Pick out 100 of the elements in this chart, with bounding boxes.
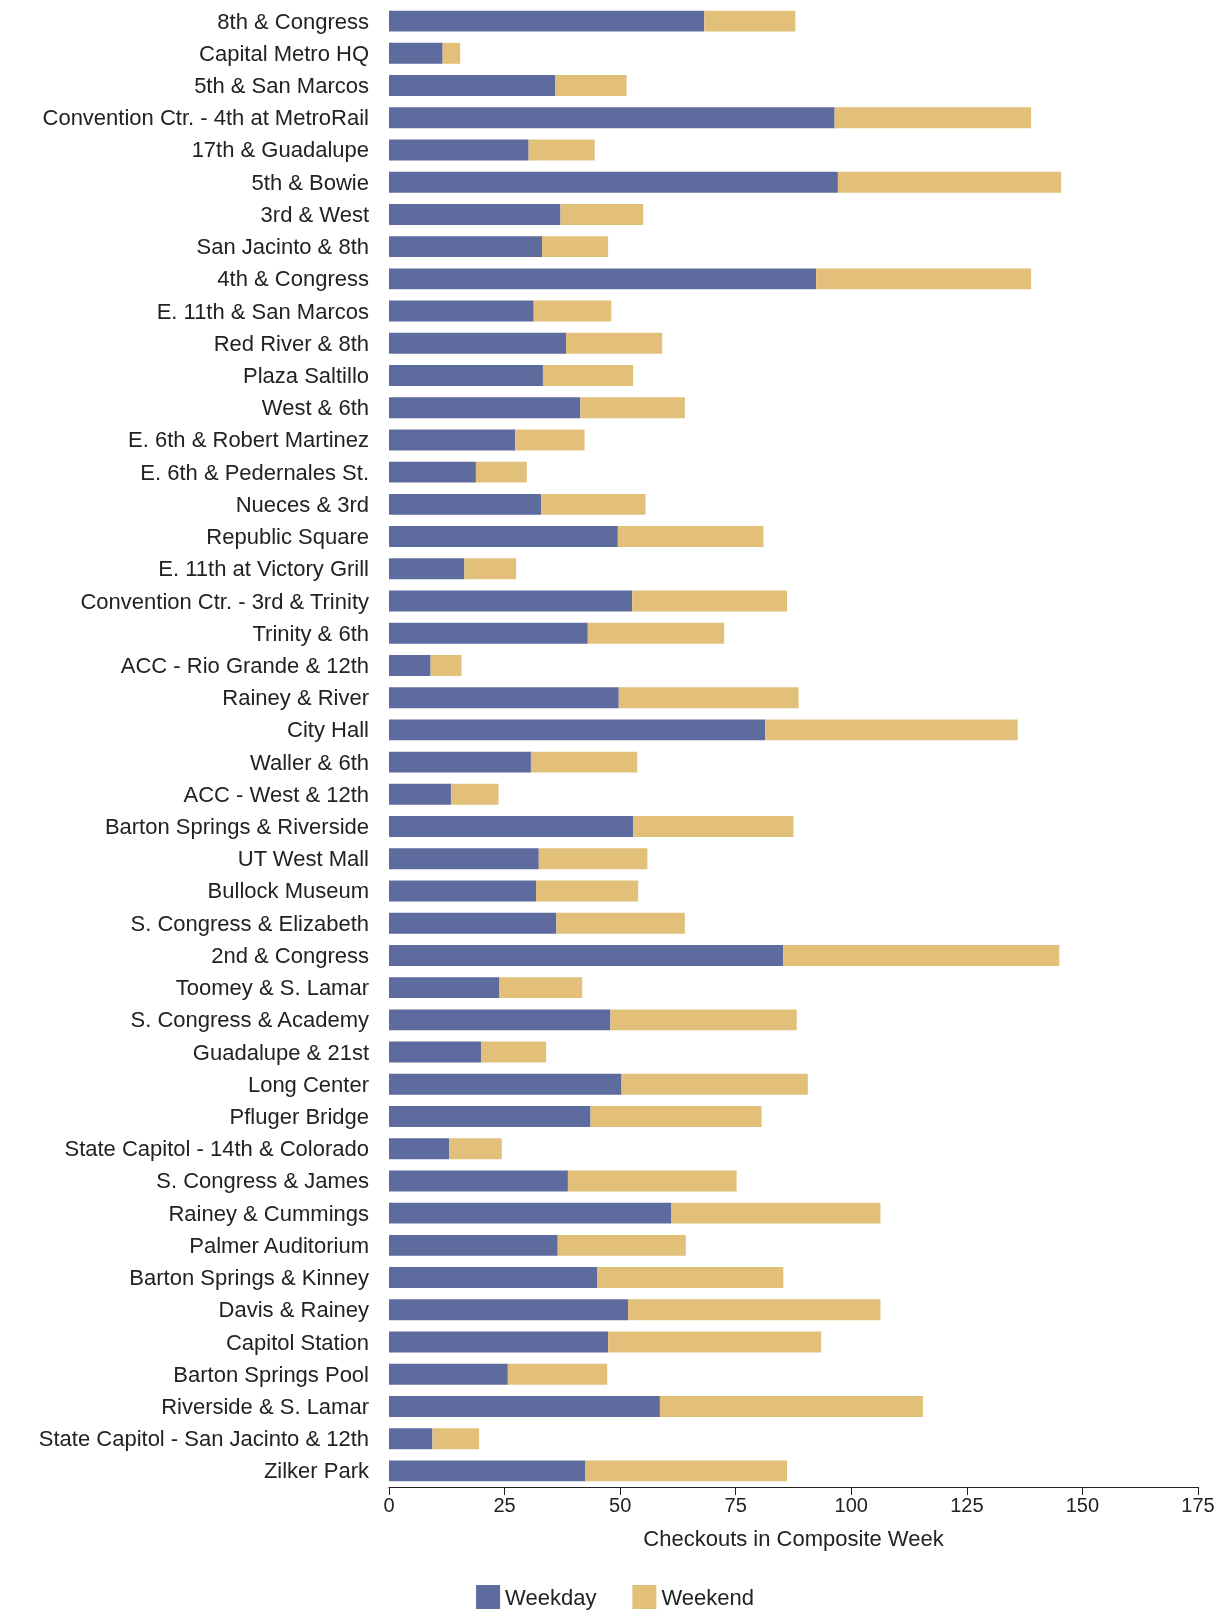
bar <box>618 687 799 709</box>
bar <box>541 493 646 515</box>
y-tick-label: 3rd & West <box>260 201 369 227</box>
bar <box>389 1041 481 1063</box>
bar <box>580 397 685 419</box>
bar <box>590 1106 762 1127</box>
bar <box>597 1267 784 1289</box>
y-tick-label: E. 6th & Robert Martinez <box>128 427 369 453</box>
y-tick-label: E. 11th at Victory Grill <box>158 556 369 582</box>
bar <box>621 1073 808 1095</box>
bar <box>765 719 1018 741</box>
bar <box>587 622 725 644</box>
y-tick-label: Bullock Museum <box>207 878 369 904</box>
bar <box>389 236 543 258</box>
bar <box>389 332 567 354</box>
bar <box>542 236 609 258</box>
bar <box>464 558 517 580</box>
bar <box>389 1170 568 1192</box>
bar <box>442 42 461 64</box>
y-tick-label: Palmer Auditorium <box>189 1232 369 1258</box>
x-tick-label: 125 <box>950 1494 984 1516</box>
bar <box>555 75 627 97</box>
y-tick-label: Davis & Rainey <box>218 1297 369 1323</box>
y-tick-label: 5th & Bowie <box>251 169 369 195</box>
y-tick-label: San Jacinto & 8th <box>196 234 369 260</box>
bar <box>389 1331 609 1353</box>
y-tick-label: Republic Square <box>206 524 369 550</box>
bar <box>536 880 639 902</box>
bar <box>585 1460 788 1482</box>
bar <box>389 42 443 64</box>
bar <box>389 1363 508 1385</box>
bar <box>628 1299 881 1321</box>
y-tick-label: Rainey & Cummings <box>168 1200 369 1226</box>
bar <box>450 783 499 805</box>
bar <box>389 654 431 676</box>
y-tick-label: Trinity & 6th <box>252 620 369 646</box>
y-tick-label: S. Congress & Academy <box>130 1007 369 1033</box>
bar <box>557 1234 686 1256</box>
y-tick-label: ACC - West & 12th <box>183 781 369 807</box>
y-tick-label: S. Congress & Elizabeth <box>130 910 369 936</box>
bar <box>389 1202 672 1224</box>
x-tick-label: 50 <box>609 1494 632 1516</box>
bar <box>389 816 634 838</box>
x-tick-label: 100 <box>834 1494 868 1516</box>
bar <box>389 493 542 515</box>
bar <box>432 1428 480 1450</box>
bar <box>430 654 462 676</box>
y-tick-label: State Capitol - San Jacinto & 12th <box>38 1426 369 1452</box>
y-tick-label: Zilker Park <box>263 1458 370 1484</box>
bar <box>389 719 766 741</box>
bar <box>389 558 465 580</box>
y-tick-label: 17th & Guadalupe <box>191 137 369 163</box>
bar <box>608 1331 822 1353</box>
bar <box>389 171 838 193</box>
bar <box>389 590 633 612</box>
bar <box>533 300 612 322</box>
x-tick-label: 25 <box>493 1494 516 1516</box>
bar <box>530 751 638 773</box>
bar <box>389 10 705 32</box>
bar <box>783 944 1060 966</box>
bar <box>389 203 561 225</box>
x-tick-label: 175 <box>1181 1494 1215 1516</box>
bar <box>389 977 500 999</box>
bar <box>389 75 556 97</box>
bar <box>389 461 476 483</box>
bar <box>389 1395 660 1417</box>
bar <box>837 171 1062 193</box>
y-tick-label: Capitol Station <box>225 1329 369 1355</box>
y-tick-label: Toomey & S. Lamar <box>175 975 369 1001</box>
bar <box>389 1460 586 1482</box>
bar <box>449 1138 502 1160</box>
bar <box>834 107 1032 129</box>
bar <box>389 526 618 548</box>
bar <box>632 590 788 612</box>
bar <box>389 1299 628 1321</box>
bar <box>566 332 663 354</box>
y-tick-label: Pfluger Bridge <box>229 1104 369 1129</box>
bar <box>556 912 685 934</box>
bar <box>617 526 764 548</box>
bar <box>389 1234 558 1256</box>
bar <box>389 783 451 805</box>
y-tick-label: ACC - Rio Grande & 12th <box>120 652 369 678</box>
bar <box>816 268 1032 290</box>
bar <box>389 687 619 709</box>
bar <box>389 107 835 129</box>
y-tick-label: West & 6th <box>261 395 369 421</box>
y-tick-label: 8th & Congress <box>217 8 369 34</box>
bar <box>475 461 527 483</box>
bar <box>560 203 644 225</box>
bar <box>389 880 537 902</box>
bar <box>389 1428 433 1450</box>
bar <box>389 1009 611 1031</box>
y-tick-label: Nueces & 3rd <box>235 491 369 517</box>
y-tick-label: Convention Ctr. - 3rd & Trinity <box>80 588 369 614</box>
bar <box>389 268 817 290</box>
y-tick-label: Long Center <box>247 1071 369 1097</box>
bar <box>567 1170 737 1192</box>
y-tick-label: Convention Ctr. - 4th at MetroRail <box>42 105 369 131</box>
bar <box>389 944 784 966</box>
y-tick-label: State Capitol - 14th & Colorado <box>64 1136 369 1162</box>
